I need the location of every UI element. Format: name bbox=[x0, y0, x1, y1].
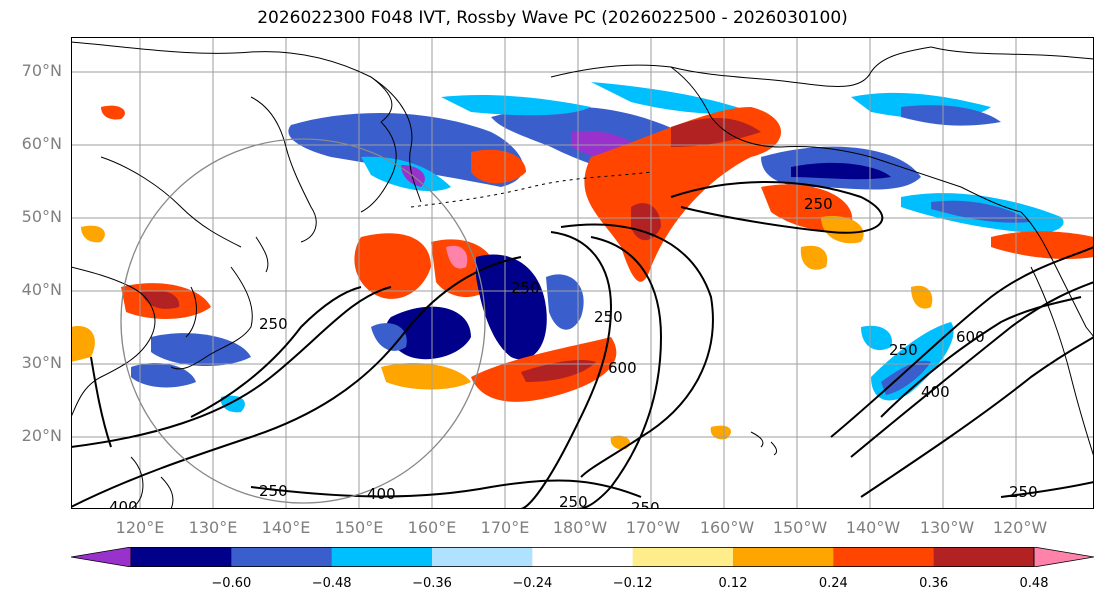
contour-label: 250 bbox=[889, 341, 918, 359]
contour-label: 250 bbox=[631, 499, 660, 509]
colorbar-tick-label: 0.36 bbox=[919, 576, 949, 591]
contour-label: 250 bbox=[259, 482, 288, 500]
lon-label: 160°E bbox=[407, 518, 457, 537]
contour-label-group: 250 250 250 600 250 250 600 400 250 250 … bbox=[109, 195, 1038, 509]
colorbar-tick-label: −0.60 bbox=[211, 576, 252, 591]
lon-label: 140°W bbox=[845, 518, 901, 537]
lon-label: 170°E bbox=[480, 518, 530, 537]
colorbar-tick-label: −0.24 bbox=[512, 576, 553, 591]
contour-label: 400 bbox=[109, 498, 138, 509]
contour-label: 250 bbox=[1009, 483, 1038, 501]
lon-label: 180°W bbox=[552, 518, 608, 537]
figure-title: 2026022300 F048 IVT, Rossby Wave PC (202… bbox=[257, 8, 848, 28]
colorbar-frame bbox=[130, 547, 1035, 567]
colorbar-tick-label: −0.48 bbox=[311, 576, 352, 591]
lat-label: 60°N bbox=[21, 134, 62, 153]
colorbar-segment bbox=[733, 547, 834, 567]
lat-label: 20°N bbox=[21, 426, 62, 445]
colorbar-segment bbox=[532, 547, 634, 567]
colorbar-tick-label: 0.12 bbox=[718, 576, 748, 591]
colorbar-tick-label: −0.12 bbox=[612, 576, 653, 591]
lon-label: 150°E bbox=[334, 518, 384, 537]
lon-label: 150°W bbox=[772, 518, 828, 537]
lat-label: 40°N bbox=[21, 280, 62, 299]
lon-label: 170°W bbox=[625, 518, 681, 537]
ivt-contours bbox=[71, 181, 1094, 509]
lon-label: 160°W bbox=[699, 518, 755, 537]
contour-label: 250 bbox=[804, 195, 833, 213]
colorbar-segment bbox=[432, 547, 533, 567]
contour-label: 400 bbox=[367, 485, 396, 503]
contour-label: 600 bbox=[956, 328, 985, 346]
colorbar-segment bbox=[933, 547, 1035, 567]
contour-label: 250 bbox=[511, 279, 540, 297]
colorbar-segment bbox=[632, 547, 734, 567]
colorbar-tick-label: −0.36 bbox=[412, 576, 452, 591]
colorbar-extend-high bbox=[1033, 547, 1094, 567]
colorbar bbox=[71, 547, 1094, 567]
colorbar-segment bbox=[833, 547, 935, 567]
lon-label: 120°E bbox=[115, 518, 165, 537]
map-canvas: 250 250 250 600 250 250 600 400 250 250 … bbox=[71, 37, 1094, 509]
lon-label: 120°W bbox=[992, 518, 1048, 537]
map-frame bbox=[71, 37, 1094, 509]
colorbar-extend-low bbox=[71, 547, 132, 567]
contour-label: 400 bbox=[921, 383, 950, 401]
lat-label: 70°N bbox=[21, 61, 62, 80]
map-panel: 250 250 250 600 250 250 600 400 250 250 … bbox=[71, 37, 1094, 509]
colorbar-segment bbox=[331, 547, 433, 567]
contour-label: 250 bbox=[594, 308, 623, 326]
colorbar-segment bbox=[131, 547, 232, 567]
colorbar-tick-label: 0.48 bbox=[1019, 576, 1049, 591]
graticule bbox=[71, 37, 1094, 509]
contour-label: 600 bbox=[608, 359, 637, 377]
lat-label: 50°N bbox=[21, 207, 62, 226]
lon-label: 140°E bbox=[261, 518, 311, 537]
colorbar-segment bbox=[231, 547, 333, 567]
contour-label: 250 bbox=[259, 315, 288, 333]
lon-label: 130°W bbox=[919, 518, 975, 537]
rossby-wave-circle bbox=[120, 138, 486, 504]
lon-label: 130°E bbox=[188, 518, 238, 537]
lat-label: 30°N bbox=[21, 353, 62, 372]
contour-label: 250 bbox=[559, 493, 588, 509]
colorbar-tick-label: 0.24 bbox=[818, 576, 848, 591]
